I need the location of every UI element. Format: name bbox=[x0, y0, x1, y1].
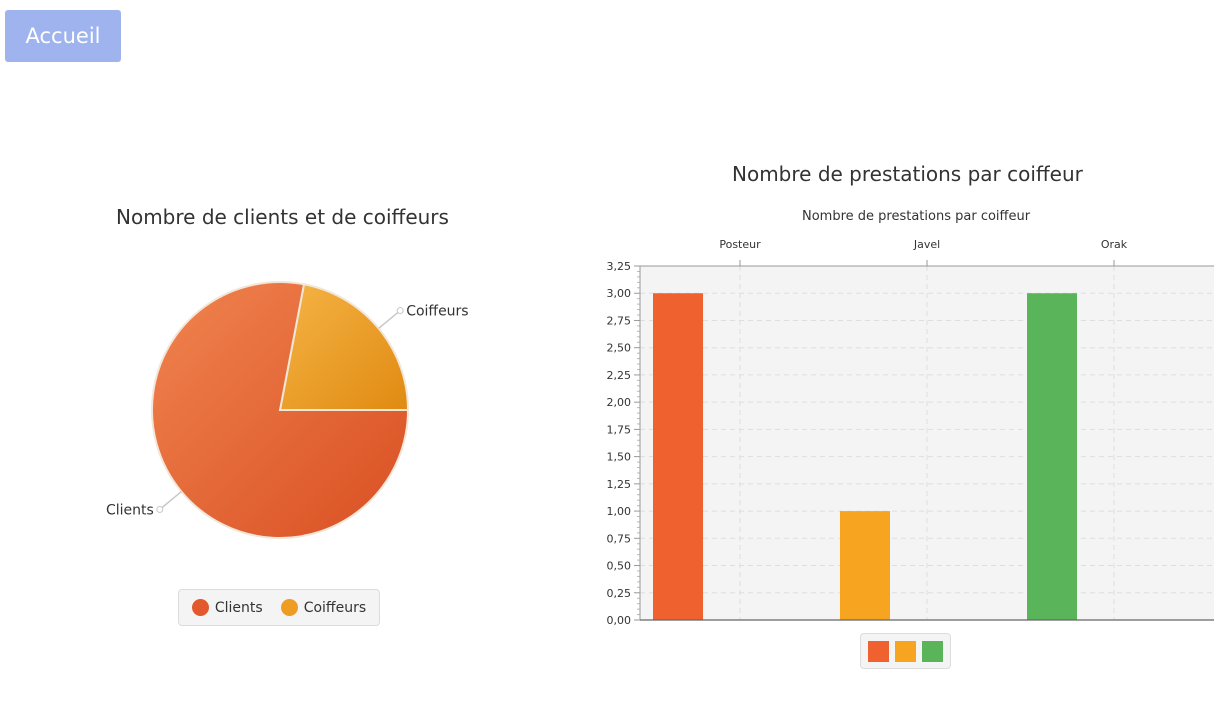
pie-chart-title: Nombre de clients et de coiffeurs bbox=[116, 205, 449, 229]
home-button[interactable]: Accueil bbox=[5, 10, 121, 62]
bar-chart-title: Nombre de prestations par coiffeur bbox=[732, 162, 1083, 186]
y-tick-label: 2,50 bbox=[607, 342, 632, 355]
y-tick-label: 1,25 bbox=[607, 478, 632, 491]
bar-javel[interactable] bbox=[840, 511, 890, 620]
pie-leader-dot-clients bbox=[156, 505, 164, 513]
pie-slice-clients[interactable] bbox=[151, 281, 410, 539]
y-tick-label: 3,00 bbox=[607, 287, 632, 300]
x-category-label-posteur: Posteur bbox=[719, 238, 761, 251]
plot-area bbox=[640, 266, 1214, 620]
legend-label-coiffeurs: Coiffeurs bbox=[303, 599, 367, 616]
y-tick-label: 0,25 bbox=[607, 587, 632, 600]
y-tick-label: 0,75 bbox=[607, 532, 632, 545]
pie-label-coiffeurs: Coiffeurs bbox=[406, 304, 468, 320]
x-category-label-javel: Javel bbox=[913, 238, 940, 251]
legend-item-clients[interactable]: Clients bbox=[191, 599, 263, 616]
y-tick-label: 3,25 bbox=[607, 260, 632, 273]
bar-orak[interactable] bbox=[1027, 293, 1077, 620]
legend-item-coiffeurs[interactable]: Coiffeurs bbox=[280, 599, 367, 616]
pie-legend: Clients Coiffeurs bbox=[178, 589, 380, 626]
bar-chart-subtitle: Nombre de prestations par coiffeur bbox=[802, 209, 1031, 224]
bar-legend bbox=[860, 633, 951, 669]
y-tick-label: 1,75 bbox=[607, 423, 632, 436]
pie-label-clients: Clients bbox=[106, 502, 154, 518]
legend-swatch-posteur bbox=[868, 640, 889, 662]
y-tick-label: 1,00 bbox=[607, 505, 632, 518]
y-tick-label: 1,50 bbox=[607, 451, 632, 464]
y-tick-label: 2,00 bbox=[607, 396, 632, 409]
pie-leader-dot-coiffeurs bbox=[396, 307, 404, 315]
legend-swatch-javel bbox=[895, 640, 916, 662]
pie-chart: Coiffeurs Clients bbox=[106, 281, 469, 539]
legend-dot-clients bbox=[191, 599, 209, 616]
pie-leader-coiffeurs bbox=[378, 309, 401, 329]
legend-dot-coiffeurs bbox=[280, 599, 298, 616]
x-category-label-orak: Orak bbox=[1101, 238, 1128, 251]
y-tick-label: 2,75 bbox=[607, 314, 632, 327]
bar-posteur[interactable] bbox=[653, 293, 703, 620]
pie-slice-coiffeurs[interactable] bbox=[278, 283, 410, 411]
y-tick-label: 0,00 bbox=[607, 614, 632, 627]
pie-leader-clients bbox=[159, 491, 182, 511]
legend-label-clients: Clients bbox=[214, 599, 263, 616]
y-tick-label: 0,50 bbox=[607, 560, 632, 573]
y-tick-label: 2,25 bbox=[607, 369, 632, 382]
legend-swatch-orak bbox=[922, 640, 943, 662]
